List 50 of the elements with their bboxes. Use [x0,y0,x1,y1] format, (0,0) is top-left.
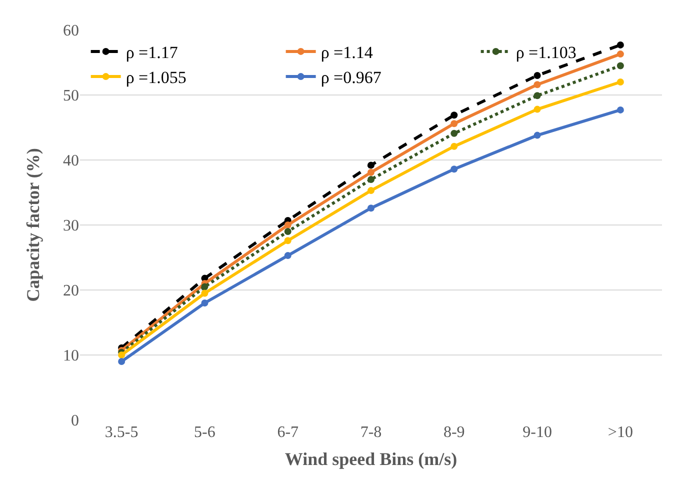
point [368,204,374,212]
point [284,252,292,260]
point [368,176,374,183]
legend-label: ρ =0.967 [320,68,382,88]
x-tick-label: 7-8 [360,424,382,441]
x-tick-label: 6-7 [277,424,299,441]
x-tick-label: 8-9 [443,424,465,441]
point [201,290,208,297]
y-tick-label: 10 [63,348,79,365]
point [616,41,624,48]
x-axis-title: Wind speed Bins (m/s) [284,449,458,470]
point [534,72,541,79]
point [201,300,208,306]
point [534,81,541,88]
point [450,120,458,128]
point [616,78,624,86]
x-tick-label: 5-6 [194,424,216,441]
y-tick-label: 30 [63,218,79,235]
point [368,187,374,194]
point [616,50,624,58]
y-tick-label: 40 [63,152,79,170]
point [534,132,541,139]
x-tick-label: 9-10 [522,424,552,441]
point [284,228,292,235]
y-tick-label: 20 [63,282,79,300]
point [118,358,126,365]
legend-label: ρ =1.103 [516,43,576,62]
point [118,352,126,358]
legend-label: ρ =1.17 [126,43,178,62]
x-tick-label: >10 [608,424,633,441]
point [450,112,458,119]
point [450,142,458,150]
y-tick-label: 0 [71,412,79,430]
point [534,92,541,100]
point [450,166,458,173]
point [368,168,374,176]
y-tick-label: 50 [63,88,79,105]
x-tick-label: 3.5-5 [104,424,138,441]
y-tick-label: 60 [63,22,79,40]
point [534,106,541,113]
point [616,106,624,114]
point [201,283,208,290]
point [284,237,292,244]
point [616,62,624,70]
point [368,162,374,169]
point [284,222,292,228]
legend-label: ρ =1.055 [126,68,186,88]
y-axis-title: Capacity factor (%) [23,148,44,302]
point [450,130,458,137]
legend-label: ρ =1.14 [320,43,374,62]
